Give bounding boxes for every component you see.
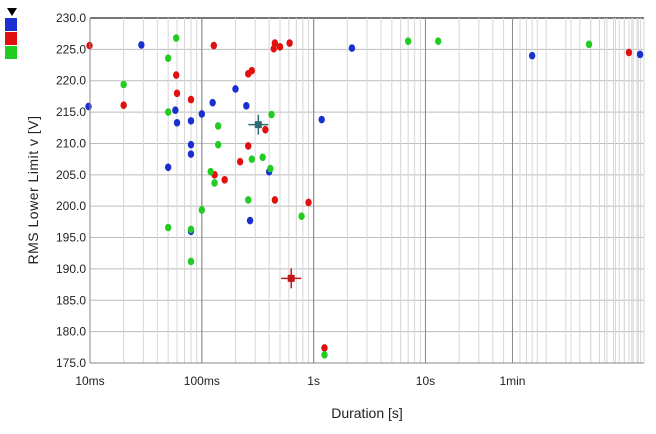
- x-tick-label: 100ms: [184, 374, 220, 388]
- y-tick-label: 215.0: [56, 105, 86, 119]
- data-point: [187, 225, 195, 234]
- data-point: [286, 39, 293, 47]
- x-tick-label: 1s: [307, 374, 320, 388]
- data-point: [173, 89, 181, 98]
- data-point: [210, 41, 218, 50]
- data-point: [221, 176, 228, 184]
- data-point: [198, 206, 206, 214]
- data-point: [271, 196, 279, 204]
- data-point: [236, 157, 244, 166]
- y-tick-label: 185.0: [56, 293, 86, 307]
- data-point: [138, 41, 145, 49]
- data-point: [245, 196, 252, 204]
- data-point: [172, 71, 180, 79]
- data-point: [321, 344, 328, 352]
- data-point: [636, 50, 644, 59]
- cursor-markers: [248, 114, 302, 289]
- legend-dropdown-icon[interactable]: [7, 8, 17, 16]
- data-point: [435, 37, 442, 46]
- data-point: [187, 95, 195, 104]
- data-point: [348, 44, 356, 52]
- y-tick-label: 195.0: [56, 231, 86, 245]
- data-point: [271, 39, 279, 47]
- y-tick-label: 220.0: [56, 74, 86, 88]
- data-point: [173, 118, 181, 127]
- y-tick-label: 190.0: [56, 262, 86, 276]
- legend-swatch-blue[interactable]: [5, 18, 17, 31]
- legend-swatch-red[interactable]: [5, 32, 17, 45]
- data-point: [164, 163, 172, 172]
- x-axis-label: Duration [s]: [331, 405, 403, 421]
- data-point: [198, 110, 206, 118]
- data-point: [248, 66, 256, 75]
- data-point: [267, 164, 274, 173]
- data-point: [259, 153, 266, 162]
- y-tick-label: 225.0: [56, 42, 86, 56]
- data-point: [246, 216, 254, 225]
- x-tick-label: 10s: [416, 374, 435, 388]
- x-tick-labels: 10ms 100ms 1s 10s 1min: [75, 374, 525, 388]
- y-tick-label: 175.0: [56, 356, 86, 370]
- data-point: [120, 80, 127, 89]
- cursor-marker: [287, 274, 295, 282]
- data-point: [211, 179, 218, 187]
- data-point: [187, 140, 195, 149]
- data-point: [85, 102, 92, 111]
- data-point: [164, 223, 172, 232]
- y-axis-label: RMS Lower Limit v [V]: [25, 116, 41, 265]
- data-point: [209, 98, 216, 107]
- data-point: [232, 85, 239, 93]
- data-point: [187, 257, 195, 266]
- y-tick-label: 210.0: [56, 136, 86, 150]
- data-point: [207, 167, 214, 176]
- data-point: [214, 122, 222, 130]
- data-point: [245, 142, 252, 150]
- y-tick-label: 205.0: [56, 168, 86, 182]
- data-point: [276, 43, 284, 51]
- data-point: [625, 48, 633, 57]
- data-point: [298, 212, 305, 221]
- y-tick-labels: 175.0 180.0 185.0 190.0 195.0 200.0 205.0 210.0…: [56, 11, 86, 370]
- data-point: [318, 115, 325, 124]
- y-tick-label: 180.0: [56, 325, 86, 339]
- data-point: [164, 54, 172, 62]
- legend-swatch-green[interactable]: [5, 46, 17, 59]
- x-tick-label: 10ms: [75, 374, 104, 388]
- data-point: [187, 117, 195, 125]
- data-point: [585, 40, 593, 49]
- data-point: [305, 198, 312, 207]
- data-point: [321, 351, 328, 359]
- data-point: [120, 101, 127, 109]
- data-point: [172, 106, 179, 115]
- grid: [89, 17, 645, 364]
- data-point: [214, 140, 222, 149]
- data-point: [172, 34, 180, 42]
- x-tick-label: 1min: [499, 374, 525, 388]
- data-point: [187, 150, 195, 158]
- y-tick-label: 200.0: [56, 199, 86, 213]
- data-point: [243, 102, 250, 110]
- data-point: [262, 125, 269, 134]
- data-point: [404, 37, 412, 46]
- data-point: [248, 155, 256, 163]
- data-point: [268, 110, 275, 119]
- data-point: [164, 108, 172, 116]
- data-point: [528, 51, 536, 60]
- y-tick-label: 230.0: [56, 11, 86, 25]
- legend[interactable]: [5, 8, 19, 60]
- cursor-marker: [254, 121, 262, 129]
